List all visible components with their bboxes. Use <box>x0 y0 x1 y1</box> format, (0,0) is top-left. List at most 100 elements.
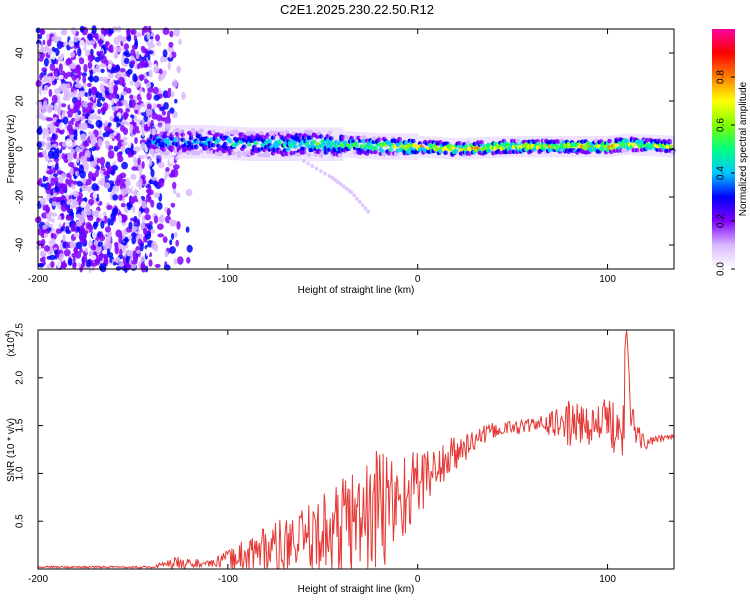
spectrogram-cell <box>156 255 162 261</box>
spectrogram-cell <box>175 127 180 133</box>
spectrogram-cell <box>373 145 379 151</box>
spectrogram-cell <box>625 133 628 156</box>
spectrogram-cell <box>45 117 53 122</box>
spectrogram-cell <box>167 61 171 71</box>
spectrogram-cell <box>150 168 155 178</box>
spectrogram-cell <box>439 137 441 159</box>
spectrogram-cell <box>157 223 164 230</box>
spectrogram-cell <box>169 107 175 114</box>
spectrogram-cell <box>170 51 177 59</box>
spectrogram-cell <box>665 144 671 149</box>
spectrogram-cell <box>157 122 163 128</box>
spectrogram-cell <box>82 141 90 147</box>
spectrogram-cell <box>111 106 118 111</box>
spectrogram-cell <box>92 230 97 239</box>
spectrogram-cell <box>145 188 151 194</box>
spectrogram-cell <box>150 119 154 125</box>
spectrogram-cell <box>104 131 111 138</box>
spectrogram-cell <box>54 78 58 84</box>
spectrogram-cell <box>175 239 179 247</box>
spectrogram-cell <box>121 161 128 170</box>
spectrogram-cell <box>54 163 59 171</box>
spectrogram-cell <box>127 150 132 158</box>
spectrogram-cell <box>169 90 175 98</box>
spectrogram-cell <box>143 115 149 123</box>
spectrogram-cell <box>49 63 56 72</box>
spectrogram-cell <box>142 62 149 67</box>
spectrogram-cell <box>116 101 123 107</box>
spectrogram-cell <box>181 91 186 100</box>
snr-y-axis-title: SNR (10 * v/v) <box>6 418 17 482</box>
spectrogram-cell <box>50 177 56 187</box>
spectrogram-cell <box>259 127 262 161</box>
spectrogram-cell <box>87 215 94 221</box>
spectrogram-cell <box>403 133 406 160</box>
spectrogram-cell <box>177 125 180 159</box>
spectrogram-cell <box>79 130 84 135</box>
spectrogram-cell <box>130 60 136 65</box>
spectrogram-cell <box>667 138 672 144</box>
spectrogram-cell <box>161 147 167 152</box>
spectrogram-cell <box>38 33 43 40</box>
spectrogram-cell <box>70 62 77 70</box>
spectrogram-cell <box>195 151 201 156</box>
spectrogram-cell <box>135 50 140 60</box>
spectrogram-cell <box>70 223 76 232</box>
spectrogram-cell <box>115 229 123 238</box>
spectrogram-cell <box>66 83 71 90</box>
spectrogram-cell <box>54 249 59 255</box>
spectrogram-cell <box>118 76 125 86</box>
spectrogram-cell <box>58 63 63 72</box>
spectrogram-cell <box>51 218 55 223</box>
spectrogram-cell <box>607 138 613 144</box>
spectrogram-cell <box>352 193 356 198</box>
spectrogram-cell <box>81 72 88 77</box>
spectrogram-cell <box>100 55 107 64</box>
spectrogram-cell <box>153 192 161 199</box>
spectrogram-cell <box>89 75 94 83</box>
spectrogram-cell <box>362 132 365 159</box>
spectrogram-cell <box>240 132 245 137</box>
spectrogram-cell <box>121 36 127 43</box>
spectrogram-cell <box>98 130 103 136</box>
spectrogram-cell <box>96 91 101 99</box>
spectrogram-cell <box>47 227 52 232</box>
spectrogram-cell <box>78 123 85 130</box>
spectrogram-cell <box>63 249 71 257</box>
spectrogram-cell <box>375 133 378 160</box>
x-tick-label: -200 <box>28 274 48 285</box>
spectrogram-cell <box>324 127 327 161</box>
spectrogram-cell <box>508 149 514 155</box>
spectrogram-cell <box>81 230 89 235</box>
spectrogram-cell <box>131 236 136 245</box>
spectrogram-cell <box>131 260 138 265</box>
spectrogram-cell <box>78 57 85 65</box>
spectrogram-cell <box>103 170 110 176</box>
spectrogram-cell <box>237 126 240 161</box>
spectrogram-cell <box>160 125 163 159</box>
spectrogram-cell <box>98 192 103 200</box>
spectrogram-cell <box>107 64 112 70</box>
spectrogram-cell <box>465 140 471 145</box>
spectrogram-cell <box>87 185 92 193</box>
spectrogram-cell <box>100 63 107 68</box>
spectrogram-cell <box>166 208 171 216</box>
spectrogram-cell <box>72 190 79 198</box>
spectrogram-cell <box>45 141 52 151</box>
spectrogram-cell <box>128 221 133 230</box>
spectrogram-cell <box>172 79 178 88</box>
spectrogram-cell <box>75 170 79 177</box>
spectrogram-cell <box>88 250 94 256</box>
spectrogram-cell <box>69 51 76 58</box>
spectrogram-y-axis-title: Frequency (Hz) <box>6 115 17 184</box>
spectrogram-cell <box>156 103 162 108</box>
spectrogram-cell <box>45 204 49 209</box>
spectrogram-cell <box>271 127 274 161</box>
spectrogram-cell <box>37 263 45 268</box>
spectrogram-cell <box>158 68 163 75</box>
spectrogram-cell <box>77 47 82 57</box>
spectrogram-cell <box>145 247 150 257</box>
spectrogram-cell <box>71 74 76 82</box>
spectrogram-cell <box>618 134 621 156</box>
spectrogram-cell <box>141 161 145 169</box>
